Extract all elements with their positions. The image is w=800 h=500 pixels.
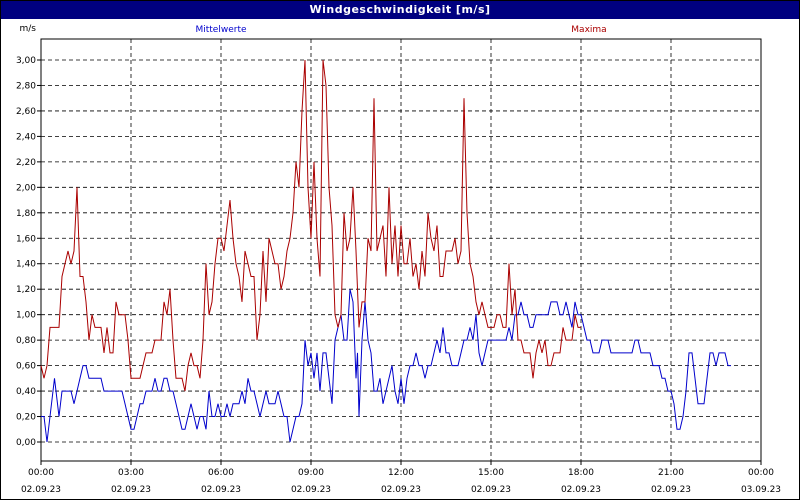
grid-lines bbox=[41, 39, 761, 461]
series-line-mittelwerte bbox=[41, 289, 731, 443]
x-tick-date: 02.09.23 bbox=[111, 485, 151, 495]
series-line-maxima bbox=[40, 59, 581, 392]
x-tick-time: 12:00 bbox=[388, 468, 414, 478]
legend-label-maxima: Maxima bbox=[571, 25, 606, 35]
x-tick-date: 02.09.23 bbox=[291, 485, 331, 495]
y-tick-label: 2,00 bbox=[16, 183, 36, 193]
y-tick-label: 0,20 bbox=[16, 413, 36, 423]
y-tick-label: 0,40 bbox=[16, 387, 36, 397]
y-tick-label: 2,80 bbox=[16, 81, 36, 91]
x-tick-date: 02.09.23 bbox=[21, 485, 61, 495]
y-tick-label: 1,60 bbox=[16, 234, 36, 244]
y-tick-label: 2,60 bbox=[16, 107, 36, 117]
y-axis-label: m/s bbox=[20, 24, 37, 34]
x-tick-time: 21:00 bbox=[658, 468, 684, 478]
y-tick-label: 0,80 bbox=[16, 336, 36, 346]
window-title: Windgeschwindigkeit [m/s] bbox=[1, 1, 799, 19]
y-tick-label: 1,40 bbox=[16, 260, 36, 270]
x-tick-date: 03.09.23 bbox=[741, 485, 781, 495]
y-tick-label: 2,40 bbox=[16, 132, 36, 142]
y-axis: 0,00 0,20 0,40 0,60 0,80 1,00 1,20 1,40 1,60 1,80… bbox=[16, 24, 41, 448]
y-tick-label: 0,00 bbox=[16, 438, 36, 448]
x-tick-time: 06:00 bbox=[208, 468, 234, 478]
x-tick-time: 00:00 bbox=[28, 468, 54, 478]
y-tick-label: 1,80 bbox=[16, 209, 36, 219]
x-tick-date: 02.09.23 bbox=[201, 485, 241, 495]
series-layer bbox=[40, 59, 731, 443]
y-tick-label: 0,60 bbox=[16, 362, 36, 372]
y-tick-label: 1,00 bbox=[16, 311, 36, 321]
x-tick-date: 02.09.23 bbox=[651, 485, 691, 495]
legend-label-mittelwerte: Mittelwerte bbox=[195, 25, 246, 35]
x-axis: 00:00 02.09.23 03:00 02.09.23 06:00 02.09.23 0… bbox=[21, 461, 781, 495]
y-tick-label: 2,20 bbox=[16, 158, 36, 168]
x-tick-time: 15:00 bbox=[478, 468, 504, 478]
x-tick-time: 09:00 bbox=[298, 468, 324, 478]
x-tick-time: 18:00 bbox=[568, 468, 594, 478]
chart-svg: 0,00 0,20 0,40 0,60 0,80 1,00 1,20 1,40 1,60 1,80… bbox=[16, 24, 781, 495]
chart-labels: Mittelwerte Maxima bbox=[195, 25, 606, 35]
y-tick-label: 3,00 bbox=[16, 56, 36, 66]
x-tick-date: 02.09.23 bbox=[561, 485, 601, 495]
x-tick-time: 03:00 bbox=[118, 468, 144, 478]
x-tick-time: 00:00 bbox=[748, 468, 774, 478]
x-tick-date: 02.09.23 bbox=[471, 485, 511, 495]
x-tick-date: 02.09.23 bbox=[381, 485, 421, 495]
y-tick-label: 1,20 bbox=[16, 285, 36, 295]
